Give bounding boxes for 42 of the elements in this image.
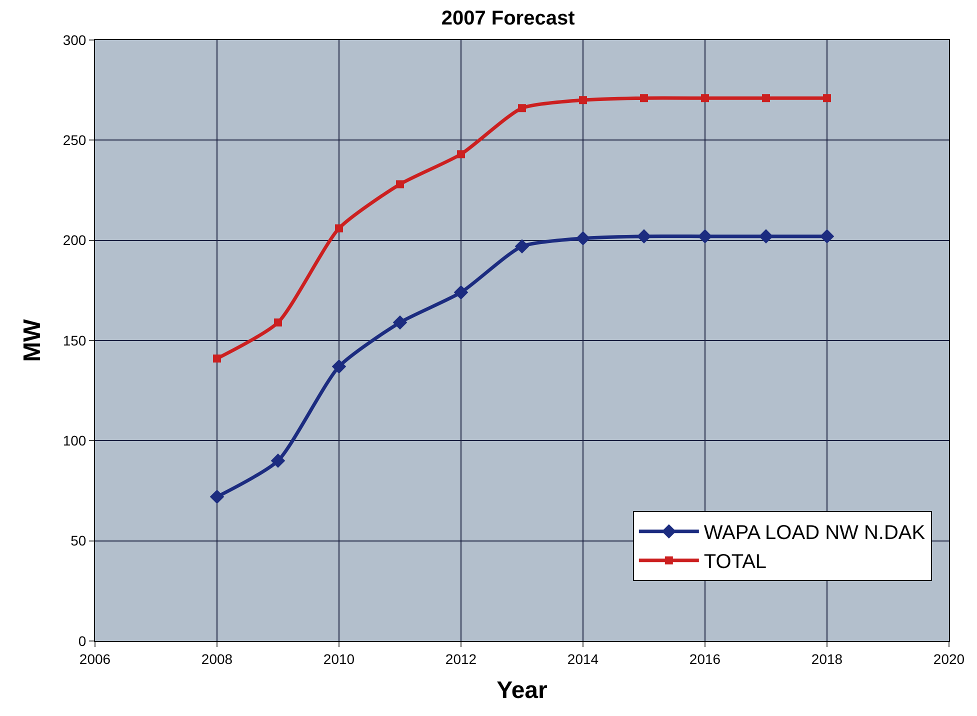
y-tick-label: 200 [62, 232, 86, 248]
point [457, 150, 465, 158]
legend-label: WAPA LOAD NW N.DAK [704, 522, 926, 544]
y-tick-label: 100 [62, 432, 86, 449]
point [213, 354, 221, 363]
point [335, 224, 343, 232]
point [514, 239, 530, 254]
point [698, 229, 712, 244]
point [392, 315, 408, 330]
point [270, 454, 286, 468]
y-tick-label: 300 [62, 32, 86, 48]
point [396, 180, 404, 188]
chart-title: 2007 Forecast [441, 8, 576, 30]
x-axis-title: Year [496, 677, 548, 704]
point [576, 231, 590, 246]
x-tick-label: 2020 [933, 650, 965, 667]
point [820, 229, 834, 244]
point [579, 96, 587, 104]
point [640, 94, 648, 102]
x-tick-label: 2018 [811, 650, 843, 667]
y-tick-label: 250 [62, 132, 86, 148]
y-axis-title: MW [18, 318, 46, 362]
x-tick-label: 2008 [201, 650, 233, 667]
point [518, 104, 526, 112]
legend-label: TOTAL [704, 551, 767, 574]
point [762, 94, 770, 102]
x-tick-label: 2006 [79, 650, 111, 667]
y-tick-label: 50 [70, 532, 86, 549]
point [332, 359, 346, 374]
x-tick-label: 2012 [445, 650, 477, 667]
x-tick-label: 2016 [689, 650, 721, 667]
point [758, 229, 774, 244]
point [636, 229, 652, 244]
y-tick-label: 0 [78, 632, 86, 649]
x-tick-label: 2010 [323, 650, 355, 667]
point [701, 94, 709, 102]
point [454, 285, 468, 300]
y-tick-label: 150 [62, 332, 86, 348]
point [274, 318, 282, 326]
x-tick-label: 2014 [567, 650, 599, 667]
point [210, 490, 224, 504]
point [823, 94, 831, 102]
